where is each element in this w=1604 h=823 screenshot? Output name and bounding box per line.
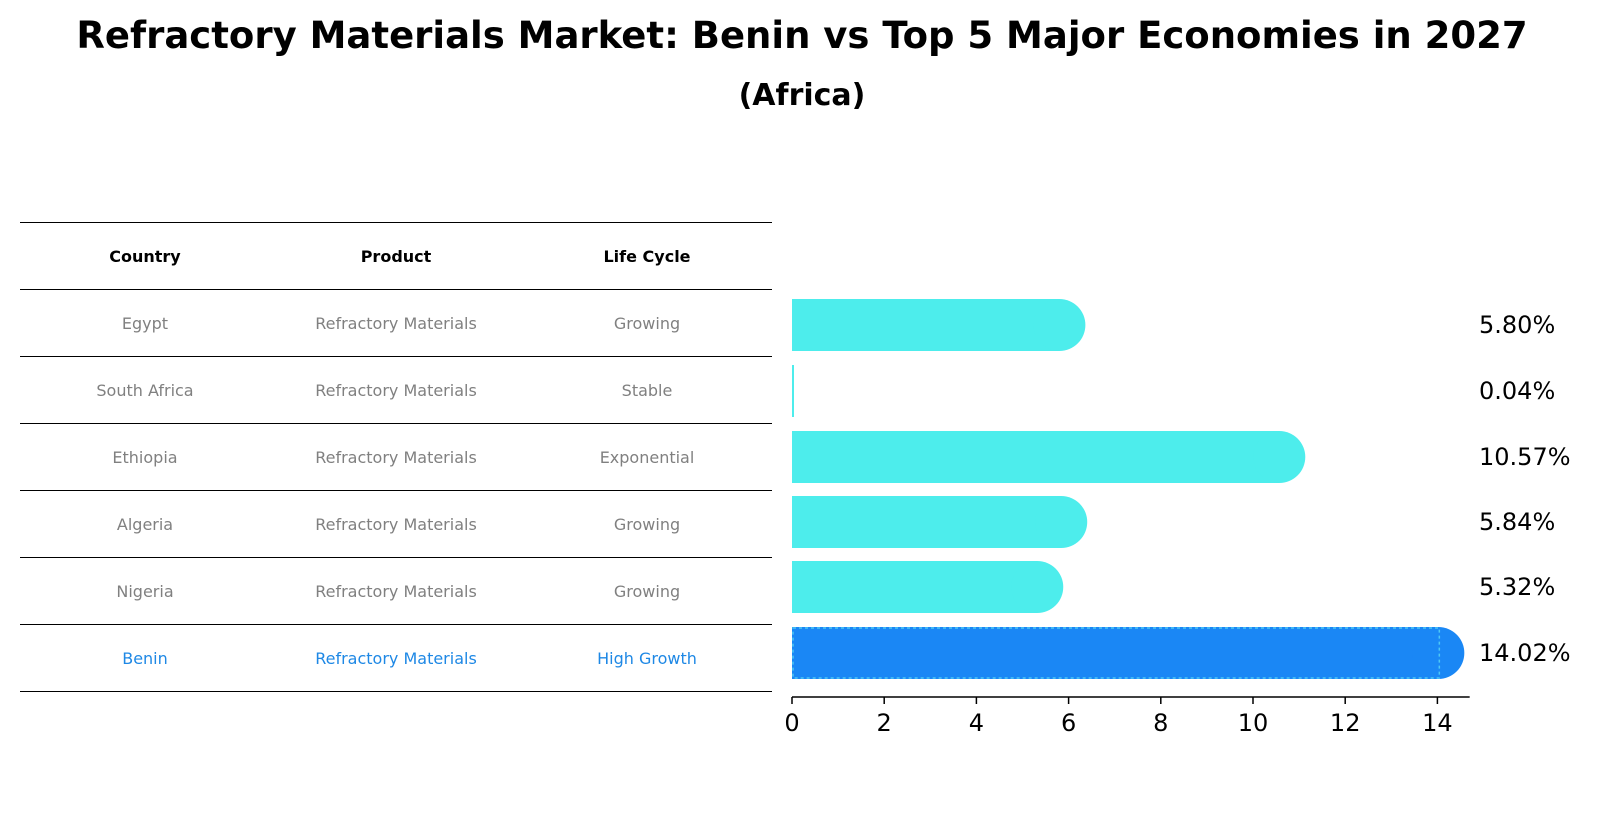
table-row: South Africa Refractory Materials Stable	[20, 357, 772, 424]
x-tick-label: 10	[1238, 709, 1269, 737]
country-cell: Algeria	[116, 514, 174, 534]
x-tick-label: 4	[969, 709, 984, 737]
country-cell: Nigeria	[116, 581, 174, 601]
bar-ethiopia	[792, 431, 1306, 483]
table-row: Algeria Refractory Materials Growing	[20, 491, 772, 558]
country-cell: Benin	[122, 648, 168, 668]
product-cell: Refractory Materials	[315, 581, 477, 601]
table-row: Ethiopia Refractory Materials Exponentia…	[20, 424, 772, 491]
x-tick-label: 2	[877, 709, 892, 737]
x-tick-label: 0	[784, 709, 799, 737]
country-cell: Egypt	[121, 313, 169, 333]
x-tick-label: 14	[1422, 709, 1453, 737]
product-cell: Refractory Materials	[315, 313, 477, 333]
life-cycle-cell: Growing	[613, 514, 681, 534]
life-cycle-cell: Growing	[613, 581, 681, 601]
x-tick-label: 8	[1153, 709, 1168, 737]
value-label: 14.02%	[1479, 639, 1571, 667]
life-cycle-cell: Exponential	[599, 447, 695, 467]
table-row: Egypt Refractory Materials Growing	[20, 290, 772, 357]
value-label: 5.80%	[1479, 311, 1555, 339]
life-cycle-cell: Growing	[613, 313, 681, 333]
life-cycle-cell: Stable	[621, 380, 673, 400]
product-cell: Refractory Materials	[315, 380, 477, 400]
bar-benin	[792, 627, 1465, 679]
product-cell: Refractory Materials	[315, 447, 477, 467]
bar-nigeria	[792, 561, 1064, 613]
column-header-country: Country	[109, 246, 181, 266]
value-label: 10.57%	[1479, 443, 1571, 471]
life-cycle-cell: High Growth	[597, 648, 697, 668]
table-row-highlight: Benin Refractory Materials High Growth	[20, 625, 772, 692]
bar-algeria	[792, 496, 1088, 548]
table-row: Nigeria Refractory Materials Growing	[20, 558, 772, 625]
bar-egypt	[792, 299, 1086, 351]
column-header-product: Product	[360, 246, 432, 266]
chart-subtitle: (Africa)	[738, 78, 866, 113]
column-header-life-cycle: Life Cycle	[603, 246, 691, 266]
chart-title: Refractory Materials Market: Benin vs To…	[76, 14, 1528, 57]
product-cell: Refractory Materials	[315, 514, 477, 534]
market-table: Country Product Life Cycle Egypt Refract…	[20, 222, 772, 692]
value-label: 5.32%	[1479, 573, 1555, 601]
country-cell: Ethiopia	[112, 447, 178, 467]
product-cell: Refractory Materials	[315, 648, 477, 668]
bar-south-africa	[792, 365, 794, 417]
x-tick-label: 12	[1330, 709, 1361, 737]
x-tick-label: 6	[1061, 709, 1076, 737]
value-label: 5.84%	[1479, 508, 1555, 536]
country-cell: South Africa	[96, 380, 194, 400]
value-label: 0.04%	[1479, 377, 1555, 405]
table-header-row: Country Product Life Cycle	[20, 222, 772, 290]
